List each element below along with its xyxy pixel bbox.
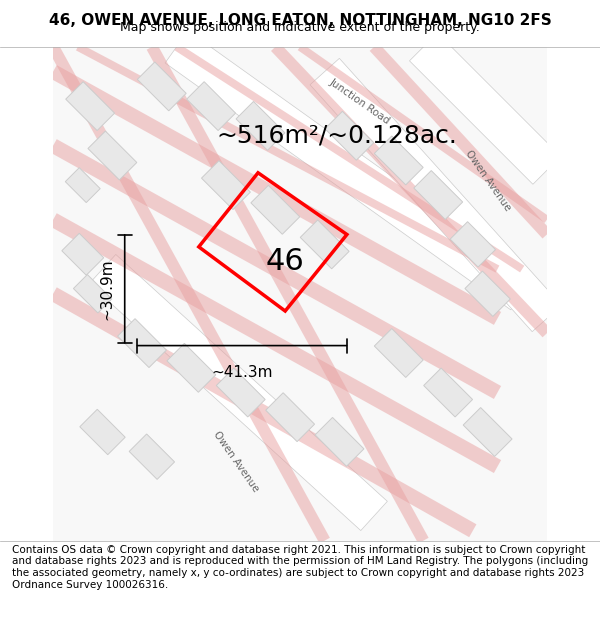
Polygon shape [424,368,473,417]
Polygon shape [315,418,364,466]
Polygon shape [88,131,137,180]
Polygon shape [325,111,374,160]
Polygon shape [50,65,501,325]
Polygon shape [129,434,175,479]
Polygon shape [217,368,265,417]
Polygon shape [175,44,524,272]
Text: Contains OS data © Crown copyright and database right 2021. This information is : Contains OS data © Crown copyright and d… [12,545,588,589]
Polygon shape [50,213,501,473]
Polygon shape [374,329,423,378]
Polygon shape [137,62,186,111]
Text: ~41.3m: ~41.3m [211,366,273,381]
Polygon shape [266,392,314,442]
Polygon shape [370,43,551,239]
Text: Owen Avenue: Owen Avenue [463,148,512,213]
Polygon shape [251,186,300,234]
Polygon shape [80,409,125,455]
Polygon shape [271,42,551,338]
Polygon shape [146,44,428,544]
Polygon shape [167,343,216,392]
Polygon shape [450,222,496,267]
Polygon shape [50,139,501,399]
Polygon shape [298,44,549,223]
Polygon shape [49,288,476,538]
Text: Owen Avenue: Owen Avenue [211,429,260,494]
Polygon shape [118,319,166,368]
Polygon shape [300,220,349,269]
Text: ~30.9m: ~30.9m [100,258,115,319]
Polygon shape [187,82,236,131]
Text: 46: 46 [266,247,305,276]
Polygon shape [374,136,423,185]
Polygon shape [202,161,250,209]
Polygon shape [236,101,285,151]
Polygon shape [414,171,463,219]
Polygon shape [463,408,512,456]
Text: Map shows position and indicative extent of the property.: Map shows position and indicative extent… [120,21,480,34]
Polygon shape [73,274,112,313]
Polygon shape [62,233,104,275]
Polygon shape [409,33,561,184]
Polygon shape [165,31,533,310]
Text: ~516m²/~0.128ac.: ~516m²/~0.128ac. [216,124,457,148]
Polygon shape [76,43,499,272]
Polygon shape [310,58,562,332]
Polygon shape [48,44,330,544]
Polygon shape [465,271,511,316]
Polygon shape [65,168,100,202]
Text: 46, OWEN AVENUE, LONG EATON, NOTTINGHAM, NG10 2FS: 46, OWEN AVENUE, LONG EATON, NOTTINGHAM,… [49,13,551,28]
Polygon shape [89,254,388,531]
Polygon shape [66,82,115,131]
Text: Junction Road: Junction Road [327,77,391,126]
